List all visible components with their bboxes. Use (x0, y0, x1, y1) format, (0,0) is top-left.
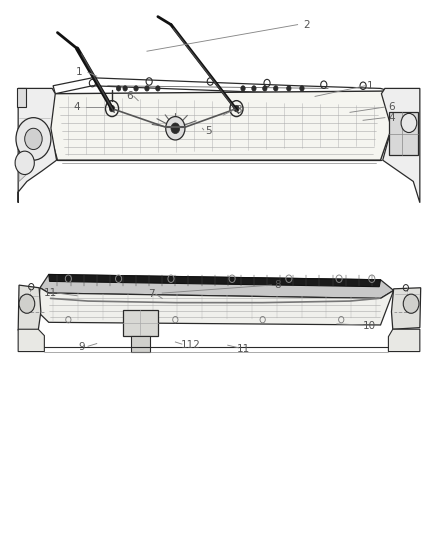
Circle shape (171, 123, 180, 134)
Text: 11: 11 (237, 344, 250, 354)
Circle shape (401, 114, 417, 133)
Circle shape (16, 118, 51, 160)
Circle shape (155, 86, 160, 91)
Text: 5: 5 (205, 126, 212, 136)
Circle shape (300, 86, 304, 91)
Circle shape (19, 294, 35, 313)
Circle shape (134, 86, 138, 91)
Text: 6: 6 (388, 102, 395, 112)
Text: 4: 4 (388, 112, 395, 123)
Circle shape (166, 117, 185, 140)
Text: 2: 2 (303, 20, 310, 30)
Circle shape (15, 151, 34, 174)
Polygon shape (49, 274, 381, 287)
Bar (17, 88, 26, 107)
Text: 4: 4 (74, 102, 81, 112)
Text: 6: 6 (126, 91, 133, 101)
Circle shape (263, 86, 267, 91)
Text: 9: 9 (78, 342, 85, 352)
Circle shape (252, 86, 256, 91)
Text: 11: 11 (44, 288, 57, 298)
Polygon shape (381, 88, 420, 203)
Polygon shape (40, 274, 394, 298)
Polygon shape (49, 91, 392, 160)
Circle shape (25, 128, 42, 150)
Circle shape (234, 106, 239, 112)
Circle shape (274, 86, 278, 91)
Text: 3: 3 (235, 104, 242, 115)
Text: 10: 10 (363, 321, 376, 331)
Circle shape (403, 294, 419, 313)
Circle shape (241, 86, 245, 91)
Circle shape (123, 86, 127, 91)
Bar (389, 112, 418, 155)
Polygon shape (18, 329, 44, 352)
Polygon shape (38, 288, 394, 325)
Text: 7: 7 (148, 289, 155, 299)
Text: 8: 8 (275, 280, 281, 290)
Text: 1: 1 (366, 81, 373, 91)
Bar (123, 310, 158, 336)
Polygon shape (19, 171, 31, 181)
Text: 1: 1 (76, 68, 83, 77)
Bar (131, 336, 150, 352)
Text: 112: 112 (181, 340, 201, 350)
Polygon shape (18, 88, 57, 203)
Polygon shape (18, 285, 41, 330)
Circle shape (110, 106, 115, 112)
Circle shape (287, 86, 291, 91)
Polygon shape (392, 288, 421, 329)
Circle shape (117, 86, 121, 91)
Circle shape (145, 86, 149, 91)
Polygon shape (389, 329, 420, 352)
